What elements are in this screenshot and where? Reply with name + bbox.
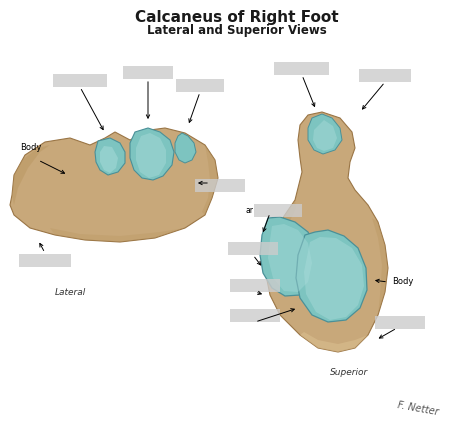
FancyBboxPatch shape — [228, 241, 278, 254]
PathPatch shape — [260, 217, 318, 296]
PathPatch shape — [136, 133, 166, 178]
Text: Lateral and Superior Views: Lateral and Superior Views — [147, 24, 327, 37]
PathPatch shape — [300, 332, 368, 352]
PathPatch shape — [12, 145, 50, 205]
PathPatch shape — [175, 133, 196, 163]
PathPatch shape — [50, 228, 185, 242]
PathPatch shape — [372, 218, 388, 315]
Text: Body: Body — [20, 143, 41, 152]
PathPatch shape — [130, 128, 174, 180]
FancyBboxPatch shape — [375, 315, 425, 328]
Text: ar: ar — [246, 206, 254, 215]
PathPatch shape — [308, 114, 342, 154]
FancyBboxPatch shape — [359, 69, 411, 82]
FancyBboxPatch shape — [53, 73, 108, 86]
FancyBboxPatch shape — [230, 279, 280, 292]
FancyBboxPatch shape — [254, 203, 302, 216]
Text: Superior: Superior — [330, 368, 368, 377]
PathPatch shape — [202, 145, 218, 215]
PathPatch shape — [313, 120, 337, 151]
PathPatch shape — [95, 138, 125, 175]
FancyBboxPatch shape — [230, 308, 280, 321]
Text: Calcaneus of Right Foot: Calcaneus of Right Foot — [135, 10, 339, 25]
FancyBboxPatch shape — [195, 178, 245, 191]
PathPatch shape — [265, 112, 388, 352]
PathPatch shape — [296, 230, 367, 322]
PathPatch shape — [265, 200, 296, 285]
FancyBboxPatch shape — [274, 61, 329, 74]
PathPatch shape — [100, 146, 118, 173]
FancyBboxPatch shape — [176, 79, 224, 92]
FancyBboxPatch shape — [19, 254, 71, 267]
Text: Body: Body — [392, 277, 413, 286]
PathPatch shape — [268, 224, 312, 292]
Text: F. Netter: F. Netter — [397, 400, 439, 417]
FancyBboxPatch shape — [123, 66, 173, 79]
Text: Lateral: Lateral — [55, 288, 86, 297]
PathPatch shape — [10, 128, 218, 242]
PathPatch shape — [304, 237, 364, 320]
